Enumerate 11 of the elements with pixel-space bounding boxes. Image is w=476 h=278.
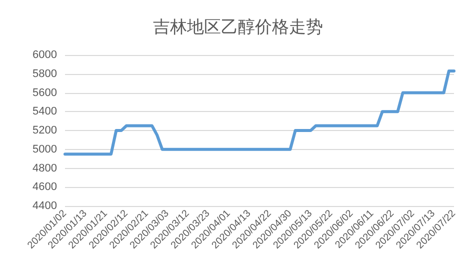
y-tick-label: 4600 (32, 181, 57, 194)
y-tick-label: 6000 (32, 49, 57, 61)
line-series (64, 70, 456, 156)
y-tick-label: 5800 (32, 68, 57, 80)
y-tick-label: 5200 (32, 124, 57, 136)
y-tick-label: 4400 (32, 200, 57, 212)
y-tick-label: 5600 (32, 86, 57, 99)
chart-title: 吉林地区乙醇价格走势 (153, 18, 323, 38)
y-tick-label: 5400 (32, 106, 57, 118)
y-tick-label: 5000 (32, 143, 57, 156)
y-tick-label: 4800 (32, 162, 57, 174)
